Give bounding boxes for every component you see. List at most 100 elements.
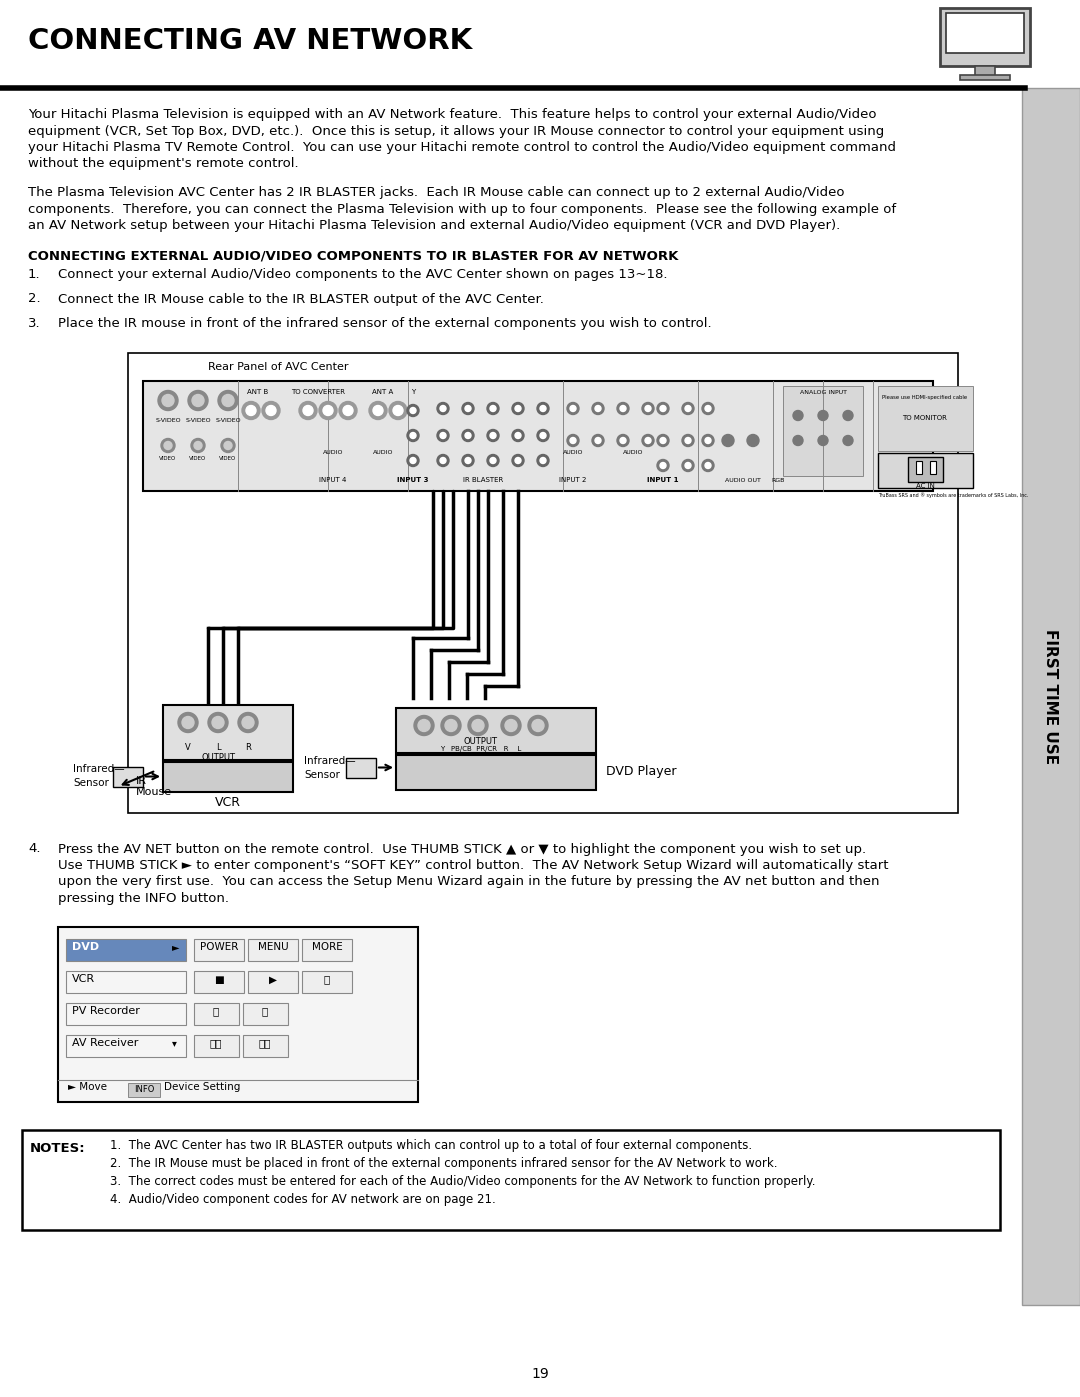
Circle shape	[191, 439, 205, 453]
Text: NOTES:: NOTES:	[30, 1141, 85, 1154]
FancyBboxPatch shape	[0, 0, 1080, 88]
Text: VIDEO: VIDEO	[160, 455, 177, 461]
Circle shape	[657, 460, 669, 472]
Text: S-VIDEO: S-VIDEO	[215, 419, 241, 423]
Text: 4.: 4.	[28, 842, 41, 855]
Circle shape	[158, 391, 178, 411]
Circle shape	[685, 462, 691, 468]
Circle shape	[532, 719, 544, 732]
FancyBboxPatch shape	[916, 461, 922, 474]
Text: S-VIDEO: S-VIDEO	[156, 419, 180, 423]
FancyBboxPatch shape	[346, 757, 376, 778]
Circle shape	[702, 402, 714, 415]
Text: Sensor: Sensor	[73, 778, 109, 788]
Circle shape	[660, 405, 666, 412]
Circle shape	[242, 401, 260, 419]
FancyBboxPatch shape	[163, 704, 293, 760]
Circle shape	[501, 715, 521, 735]
FancyBboxPatch shape	[194, 1003, 239, 1024]
Text: pressing the INFO button.: pressing the INFO button.	[58, 893, 229, 905]
Circle shape	[617, 434, 629, 447]
FancyBboxPatch shape	[243, 1035, 288, 1056]
Text: Rear Panel of AVC Center: Rear Panel of AVC Center	[208, 362, 349, 373]
Text: ►: ►	[172, 943, 179, 953]
Circle shape	[183, 717, 194, 728]
FancyBboxPatch shape	[194, 939, 244, 961]
Circle shape	[567, 434, 579, 447]
Circle shape	[793, 436, 804, 446]
Circle shape	[465, 457, 471, 464]
Text: R: R	[245, 742, 251, 752]
Circle shape	[657, 434, 669, 447]
Circle shape	[515, 433, 521, 439]
Text: Connect your external Audio/Video components to the AVC Center shown on pages 13: Connect your external Audio/Video compon…	[58, 268, 667, 281]
FancyBboxPatch shape	[930, 461, 936, 474]
Circle shape	[515, 457, 521, 464]
Text: CONNECTING AV NETWORK: CONNECTING AV NETWORK	[28, 27, 472, 54]
Circle shape	[445, 719, 457, 732]
Circle shape	[681, 402, 694, 415]
Circle shape	[194, 441, 202, 450]
Circle shape	[212, 717, 224, 728]
Text: The Plasma Television AVC Center has 2 IR BLASTER jacks.  Each IR Mouse cable ca: The Plasma Television AVC Center has 2 I…	[28, 186, 845, 198]
FancyBboxPatch shape	[960, 75, 1010, 80]
Circle shape	[617, 402, 629, 415]
Circle shape	[222, 394, 234, 407]
Circle shape	[389, 401, 407, 419]
FancyBboxPatch shape	[396, 707, 596, 753]
Circle shape	[660, 462, 666, 468]
Circle shape	[178, 712, 198, 732]
Text: Please use HDMI-specified cable: Please use HDMI-specified cable	[882, 395, 968, 401]
Text: IR
Mouse: IR Mouse	[136, 775, 172, 798]
FancyBboxPatch shape	[940, 8, 1030, 66]
Circle shape	[490, 433, 496, 439]
Text: Y: Y	[410, 388, 415, 394]
FancyBboxPatch shape	[783, 386, 863, 475]
Circle shape	[164, 441, 172, 450]
Circle shape	[645, 437, 651, 443]
Text: ANT B: ANT B	[247, 388, 269, 394]
Text: Device Setting: Device Setting	[164, 1083, 241, 1092]
Text: AC IN: AC IN	[916, 482, 934, 489]
Circle shape	[410, 457, 416, 464]
Text: PV Recorder: PV Recorder	[72, 1006, 140, 1017]
Text: VIDEO: VIDEO	[219, 455, 237, 461]
Circle shape	[437, 429, 449, 441]
Circle shape	[373, 405, 383, 415]
FancyBboxPatch shape	[396, 754, 596, 789]
Circle shape	[162, 394, 174, 407]
Circle shape	[515, 405, 521, 412]
Text: DVD Player: DVD Player	[606, 764, 676, 778]
Circle shape	[512, 429, 524, 441]
Text: TO MONITOR: TO MONITOR	[903, 415, 947, 422]
Circle shape	[343, 405, 353, 415]
Text: DVD: DVD	[72, 943, 99, 953]
Text: TruBass SRS and ® symbols are trademarks of SRS Labs, Inc.: TruBass SRS and ® symbols are trademarks…	[878, 493, 1028, 499]
Circle shape	[537, 402, 549, 415]
Text: upon the very first use.  You can access the Setup Menu Wizard again in the futu: upon the very first use. You can access …	[58, 876, 879, 888]
Circle shape	[505, 719, 517, 732]
Text: AUDIO: AUDIO	[563, 450, 583, 455]
FancyBboxPatch shape	[143, 380, 933, 490]
Circle shape	[221, 439, 235, 453]
FancyBboxPatch shape	[66, 1003, 186, 1024]
Circle shape	[299, 401, 318, 419]
FancyBboxPatch shape	[302, 939, 352, 961]
Circle shape	[468, 715, 488, 735]
Circle shape	[843, 411, 853, 420]
Text: ⏮⏮: ⏮⏮	[210, 1038, 222, 1049]
Circle shape	[540, 457, 546, 464]
Circle shape	[224, 441, 232, 450]
FancyBboxPatch shape	[302, 971, 352, 992]
Circle shape	[567, 402, 579, 415]
Circle shape	[645, 405, 651, 412]
Circle shape	[440, 457, 446, 464]
Text: ► Move: ► Move	[68, 1083, 107, 1092]
Text: INPUT 4: INPUT 4	[320, 476, 347, 482]
Text: MORE: MORE	[312, 943, 342, 953]
FancyBboxPatch shape	[878, 453, 973, 488]
Circle shape	[620, 405, 626, 412]
Circle shape	[465, 433, 471, 439]
Circle shape	[208, 712, 228, 732]
Text: INPUT 2: INPUT 2	[559, 476, 586, 482]
